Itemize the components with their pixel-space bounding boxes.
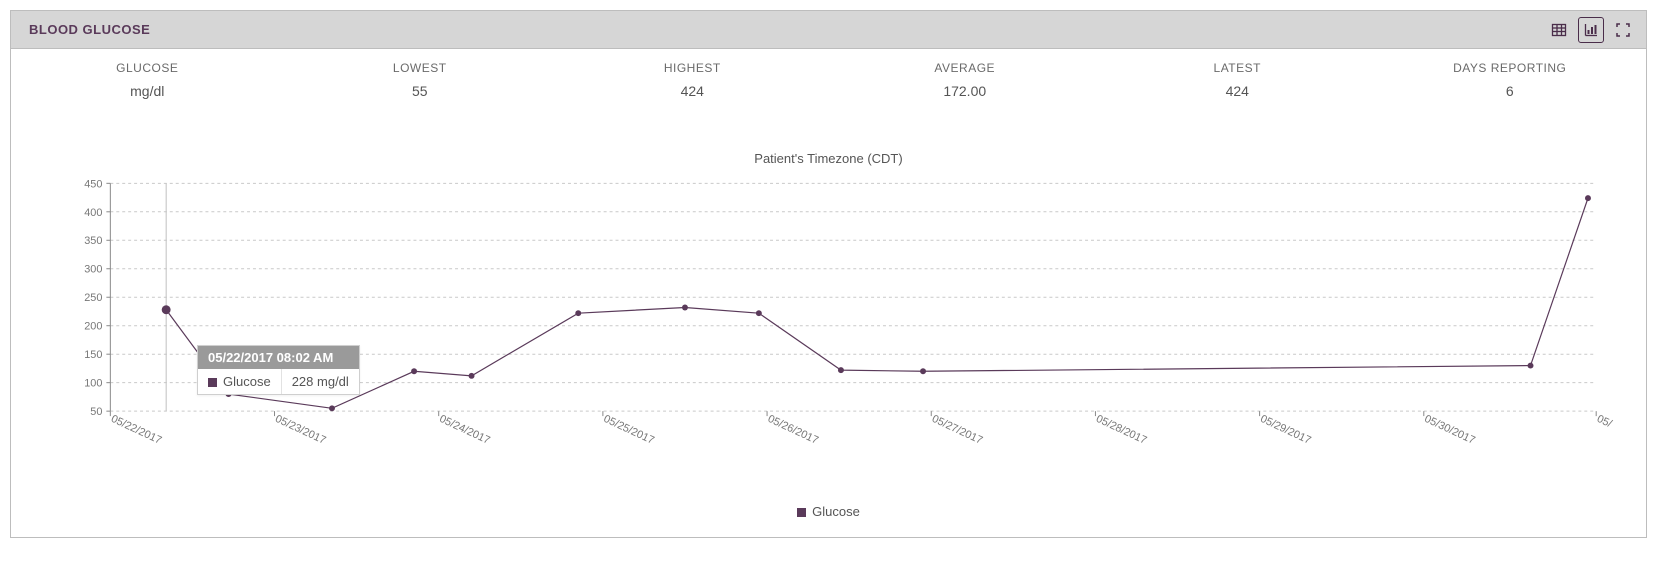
svg-text:05/27/2017: 05/27/2017 [930, 413, 984, 447]
svg-text:150: 150 [84, 349, 102, 361]
stat-label: LOWEST [284, 61, 557, 75]
stat-days-reporting: DAYS REPORTING 6 [1374, 61, 1647, 99]
stat-label: AVERAGE [829, 61, 1102, 75]
svg-text:05/26/2017: 05/26/2017 [766, 413, 820, 447]
svg-text:05/: 05/ [1595, 413, 1615, 431]
header-toolbar [1546, 17, 1636, 43]
tooltip-header: 05/22/2017 08:02 AM [198, 346, 359, 369]
svg-text:05/23/2017: 05/23/2017 [273, 413, 327, 447]
stat-value: mg/dl [11, 83, 284, 99]
svg-text:50: 50 [90, 406, 102, 418]
stat-label: GLUCOSE [11, 61, 284, 75]
legend-label: Glucose [812, 504, 860, 519]
stat-label: HIGHEST [556, 61, 829, 75]
svg-text:05/29/2017: 05/29/2017 [1258, 413, 1312, 447]
chart-area: 50 100 150 200 250 300 350 400 450 05/22/2017 05/2… [11, 172, 1646, 496]
fullscreen-icon[interactable] [1610, 17, 1636, 43]
stat-label: DAYS REPORTING [1374, 61, 1647, 75]
panel-body: GLUCOSE mg/dl LOWEST 55 HIGHEST 424 AVER… [11, 49, 1646, 537]
stat-highest: HIGHEST 424 [556, 61, 829, 99]
svg-text:200: 200 [84, 321, 102, 333]
tooltip-value-cell: 228 mg/dl [282, 369, 359, 394]
svg-text:05/28/2017: 05/28/2017 [1094, 413, 1148, 447]
tooltip-swatch-icon [208, 378, 217, 387]
blood-glucose-panel: BLOOD GLUCOSE GLUCOSE mg/dl LOWEST 55 [10, 10, 1647, 538]
chart-title: Patient's Timezone (CDT) [11, 151, 1646, 166]
glucose-line-chart[interactable]: 50 100 150 200 250 300 350 400 450 05/22/2017 05/2… [41, 172, 1616, 472]
svg-text:05/30/2017: 05/30/2017 [1423, 413, 1477, 447]
panel-title: BLOOD GLUCOSE [29, 22, 150, 37]
stat-glucose: GLUCOSE mg/dl [11, 61, 284, 99]
stat-value: 424 [556, 83, 829, 99]
svg-text:400: 400 [84, 207, 102, 219]
tooltip-series-cell: Glucose [198, 369, 282, 394]
legend-swatch-icon [797, 508, 806, 517]
stat-label: LATEST [1101, 61, 1374, 75]
svg-text:100: 100 [84, 378, 102, 390]
chart-view-icon[interactable] [1578, 17, 1604, 43]
svg-text:05/24/2017: 05/24/2017 [437, 413, 491, 447]
table-view-icon[interactable] [1546, 17, 1572, 43]
svg-text:250: 250 [84, 292, 102, 304]
svg-text:450: 450 [84, 178, 102, 190]
svg-text:350: 350 [84, 235, 102, 247]
stat-value: 55 [284, 83, 557, 99]
tooltip-series-label: Glucose [223, 374, 271, 389]
stat-value: 424 [1101, 83, 1374, 99]
stat-value: 172.00 [829, 83, 1102, 99]
chart-tooltip: 05/22/2017 08:02 AM Glucose 228 mg/dl [197, 345, 360, 395]
stat-latest: LATEST 424 [1101, 61, 1374, 99]
chart-legend: Glucose [11, 496, 1646, 537]
stat-value: 6 [1374, 83, 1647, 99]
stat-lowest: LOWEST 55 [284, 61, 557, 99]
stats-row: GLUCOSE mg/dl LOWEST 55 HIGHEST 424 AVER… [11, 49, 1646, 103]
stat-average: AVERAGE 172.00 [829, 61, 1102, 99]
svg-text:05/25/2017: 05/25/2017 [602, 413, 656, 447]
tooltip-row: Glucose 228 mg/dl [198, 369, 359, 394]
panel-header: BLOOD GLUCOSE [11, 11, 1646, 49]
svg-text:05/22/2017: 05/22/2017 [109, 413, 163, 447]
svg-text:300: 300 [84, 264, 102, 276]
